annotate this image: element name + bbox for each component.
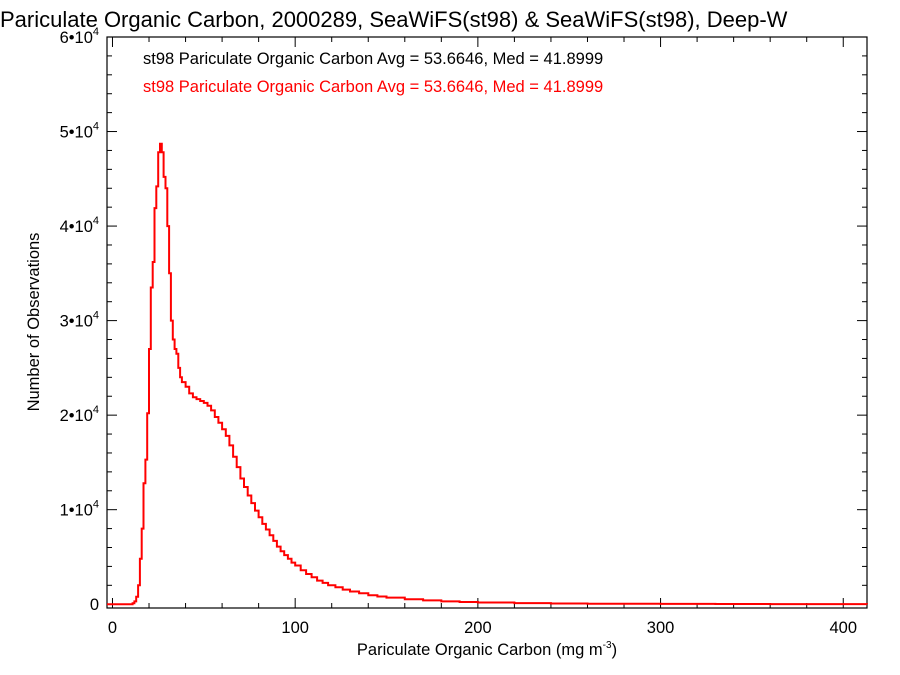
y-tick-exponent: 4 — [93, 26, 99, 38]
plot-frame — [106, 36, 868, 609]
y-tick-mantissa: 3•10 — [60, 313, 93, 331]
x-tick-label: 400 — [829, 619, 857, 637]
x-axis-label-main: Pariculate Organic Carbon (mg m — [357, 641, 603, 659]
y-tick-label: 0 — [90, 596, 99, 614]
histogram-series-line — [107, 142, 868, 606]
y-tick-exponent: 4 — [93, 499, 99, 511]
y-tick-label: 2•104 — [60, 404, 99, 425]
annotation-avg-red: st98 Pariculate Organic Carbon Avg = 53.… — [143, 78, 603, 96]
y-tick-mantissa: 6•10 — [60, 29, 93, 47]
y-tick-label: 5•104 — [60, 121, 99, 142]
y-tick-exponent: 4 — [93, 310, 99, 322]
y-tick-mantissa: 4•10 — [60, 218, 93, 236]
x-axis-label-end: ) — [612, 641, 618, 659]
x-tick-label: 200 — [464, 619, 492, 637]
x-tick-label: 300 — [647, 619, 675, 637]
x-axis-ticks: 0 100 200 300 400 — [108, 37, 857, 637]
y-tick-label: 3•104 — [60, 310, 99, 331]
y-tick-mantissa: 5•10 — [60, 124, 93, 142]
y-tick-mantissa: 2•10 — [60, 407, 93, 425]
x-tick-label: 0 — [108, 619, 117, 637]
y-tick-exponent: 4 — [93, 121, 99, 133]
y-tick-label: 6•104 — [60, 26, 99, 47]
x-axis-label-sup: -3 — [603, 640, 612, 651]
y-tick-mantissa: 1•10 — [60, 502, 93, 520]
y-tick-label: 4•104 — [60, 215, 99, 236]
y-axis-label: Number of Observations — [25, 233, 43, 412]
y-tick-exponent: 4 — [93, 215, 99, 227]
y-tick-mantissa: 0 — [90, 596, 99, 614]
y-tick-label: 1•104 — [60, 499, 99, 520]
x-tick-label: 100 — [281, 619, 309, 637]
chart-title: Pariculate Organic Carbon, 2000289, SeaW… — [0, 7, 788, 32]
series-layer — [107, 142, 868, 606]
y-tick-exponent: 4 — [93, 404, 99, 416]
annotation-avg-black: st98 Pariculate Organic Carbon Avg = 53.… — [143, 50, 603, 68]
x-axis-label: Pariculate Organic Carbon (mg m-3) — [357, 640, 617, 659]
